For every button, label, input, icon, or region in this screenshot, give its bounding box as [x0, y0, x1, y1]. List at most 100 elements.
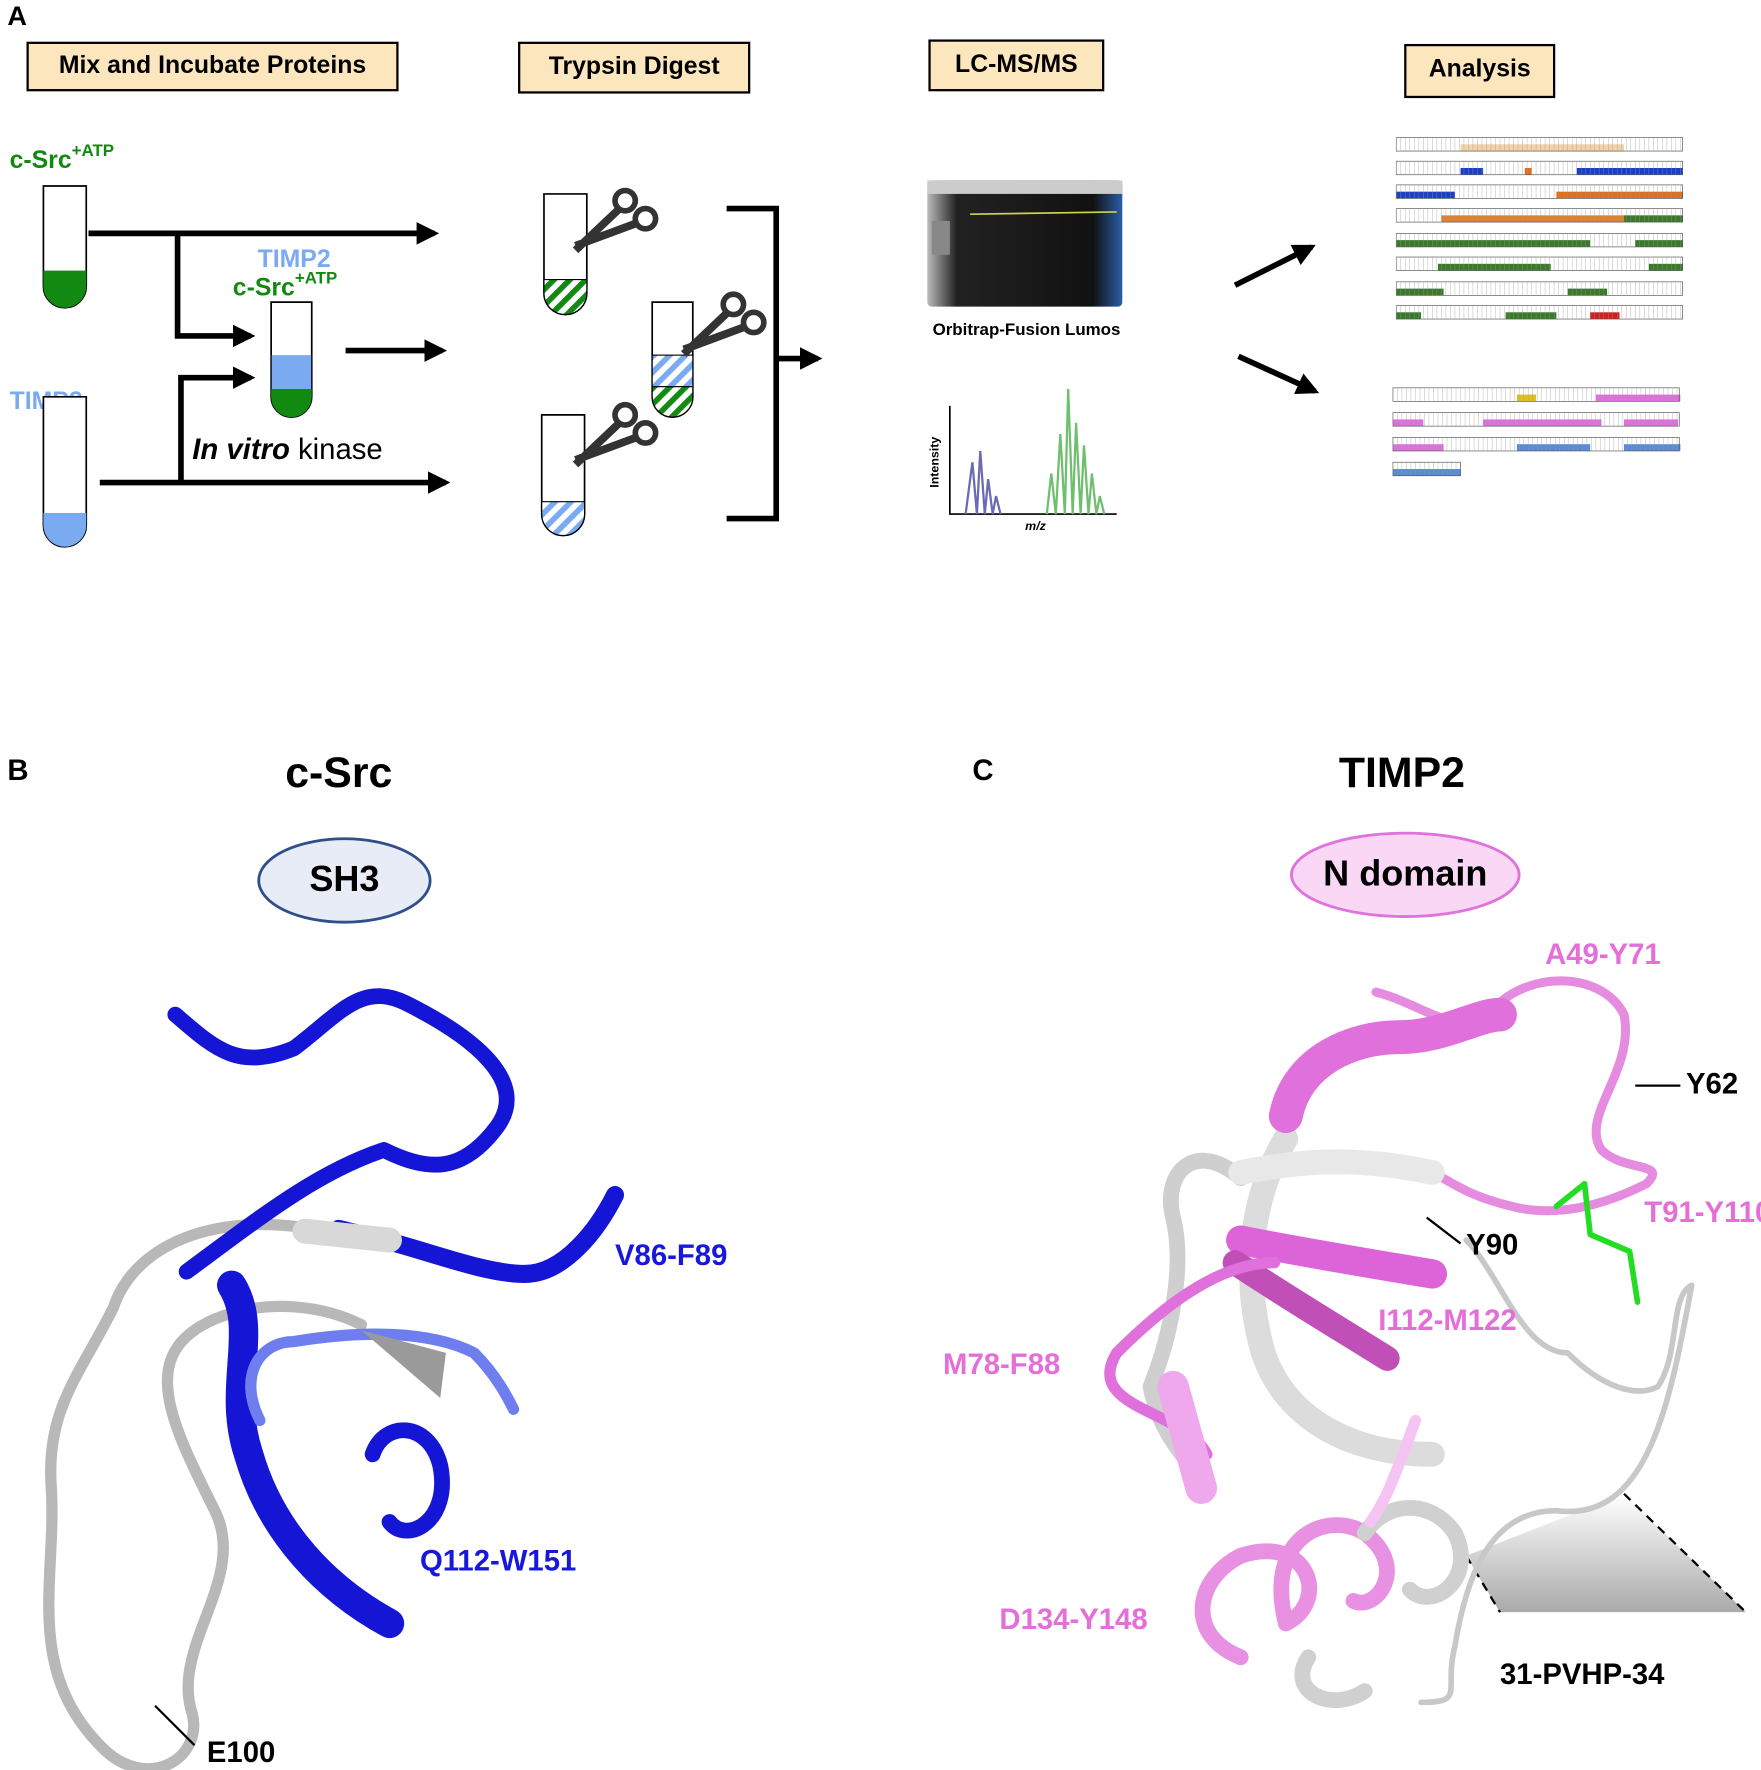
dashed-line [1623, 1492, 1747, 1613]
coverage-map-part [1516, 394, 1537, 402]
spectrum-part [948, 405, 1117, 515]
scissors-part [681, 291, 767, 357]
scissors-part-part [612, 187, 639, 214]
coverage-map-part [1624, 419, 1679, 427]
arrow [1237, 353, 1320, 394]
domain-oval [1290, 831, 1521, 918]
tube-label-part: +ATP [72, 142, 114, 161]
coverage-map-part [1590, 312, 1620, 320]
ribbon-timp2-part [1157, 1370, 1218, 1504]
coverage-map-part [1396, 240, 1591, 247]
coverage-map-part [1524, 167, 1532, 175]
ribbon-c-src-part [361, 1330, 446, 1398]
spectrum-part [964, 450, 1002, 515]
tube-label-part: +ATP [295, 269, 337, 288]
ribbon-timp2-part [1553, 1180, 1641, 1305]
coverage-map-part [1441, 215, 1625, 223]
ribbon-timp2-part [1364, 1414, 1422, 1528]
step-title: Analysis [1429, 55, 1531, 82]
step-title: LC-MS/MS [955, 51, 1078, 78]
instrument-part [970, 211, 1117, 216]
ribbon-timp2-part [1194, 1517, 1395, 1666]
coverage-map-part [1460, 144, 1625, 152]
axis-label: Intensity [927, 437, 941, 488]
scissors-part [572, 401, 659, 468]
coverage-map-part [1576, 167, 1683, 175]
ribbon-timp2-part [1239, 1126, 1445, 1467]
domain-label: SH3 [309, 858, 379, 899]
tube-label: TIMP2 [258, 246, 331, 273]
ribbon-timp2-part [1294, 1500, 1469, 1708]
scissors-part-part [572, 421, 638, 468]
ribbon-timp2-part [1228, 1149, 1445, 1185]
panel-c: C TIMP2 N domain A49-Y71 Y62 T91-Y110 Y9… [943, 749, 1761, 1708]
annotation: D134-Y148 [999, 1603, 1147, 1636]
panel-a: A Mix and Incubate Proteins Trypsin Dige… [7, 1, 1683, 548]
coverage-map-part [1392, 468, 1461, 476]
scissors-part-part [681, 310, 747, 357]
bracket [726, 205, 780, 522]
annotation: I112-M122 [1378, 1304, 1516, 1337]
scissors-part-part [720, 291, 747, 318]
step-box [518, 41, 751, 94]
leader-line [154, 1704, 196, 1746]
coverage-map-part [1392, 444, 1444, 451]
dashed-line [1465, 1555, 1501, 1613]
annotation: T91-Y110 [1644, 1196, 1761, 1229]
tube-fill [271, 388, 312, 418]
ribbon-c-src-part [329, 1186, 625, 1283]
scissors [572, 187, 767, 468]
ribbon-c-src-part [167, 988, 515, 1280]
arrow [1233, 244, 1316, 288]
scissors-part-part [632, 419, 659, 446]
panel-label: C [972, 754, 993, 787]
leader-line [1426, 1216, 1462, 1245]
coverage-map-part [1624, 444, 1681, 451]
tube-label: c-Src+ATP [233, 269, 337, 301]
coverage-map-part [1396, 312, 1422, 320]
annotation: A49-Y71 [1545, 938, 1661, 971]
panel-title: TIMP2 [1339, 749, 1465, 797]
domain-oval [257, 837, 432, 924]
coverage-map-part [1516, 444, 1591, 451]
scissors-part-part [740, 309, 767, 336]
ribbon-timp2-part [1268, 997, 1517, 1134]
reaction-label-part: kinase [298, 433, 383, 466]
scissors-part [572, 187, 659, 254]
tube-label: c-Src+ATP [10, 142, 114, 174]
coverage-map-part [1556, 191, 1683, 199]
annotation: Q112-W151 [420, 1544, 576, 1577]
scissors-part-part [632, 205, 659, 232]
ribbon-timp2-part [1226, 1225, 1448, 1289]
coverage-map-part [1567, 288, 1608, 296]
instrument-label: Orbitrap-Fusion Lumos [933, 320, 1121, 339]
coverage-map [1392, 137, 1683, 477]
domain-label: N domain [1323, 853, 1487, 894]
arrow [178, 366, 256, 483]
axis-label: m/z [1025, 519, 1046, 533]
annotation: M78-F88 [943, 1348, 1060, 1381]
ribbon-timp2-part [1222, 1250, 1400, 1371]
tube-label-part: c-Src [233, 274, 295, 301]
arrow [174, 233, 256, 348]
step-title: Trypsin Digest [549, 53, 720, 80]
coverage-map-part [1595, 394, 1681, 402]
coverage-map-part [1437, 263, 1551, 271]
panel-label: A [7, 1, 27, 31]
coverage-map-part [1635, 240, 1683, 247]
reaction-label-part: In vitro [192, 433, 290, 466]
spectrum [948, 388, 1117, 515]
ribbon-c-src-part [292, 1218, 402, 1253]
step-title: Mix and Incubate Proteins [59, 52, 366, 79]
spectrum-part [1045, 388, 1106, 515]
digest-tubes-part [651, 354, 694, 388]
ribbon-c-src [43, 988, 625, 1770]
digest-tubes-part [543, 279, 588, 316]
scissors-part-part [612, 401, 639, 428]
coverage-map-part [1505, 312, 1557, 320]
coverage-map-part [1396, 288, 1444, 296]
step-box [1404, 43, 1556, 99]
annotation: Y62 [1686, 1067, 1738, 1100]
reaction-label: In vitro kinase [192, 433, 383, 466]
scissors-part-part [572, 206, 638, 254]
